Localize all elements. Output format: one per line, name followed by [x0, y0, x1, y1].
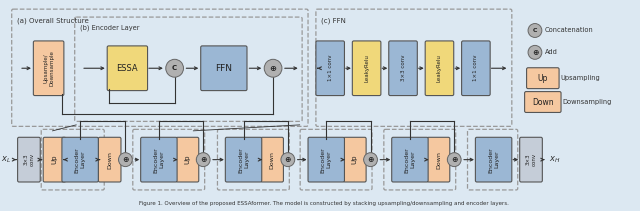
Text: FFN: FFN	[215, 64, 232, 73]
Text: ⊕: ⊕	[269, 64, 276, 73]
FancyBboxPatch shape	[308, 137, 344, 182]
Text: Down: Down	[107, 151, 112, 169]
Text: LeakyRelu: LeakyRelu	[437, 54, 442, 82]
Circle shape	[528, 45, 542, 59]
FancyBboxPatch shape	[33, 41, 64, 96]
Text: Up: Up	[52, 155, 58, 164]
FancyBboxPatch shape	[525, 92, 561, 112]
Text: (b) Encoder Layer: (b) Encoder Layer	[80, 24, 140, 31]
Text: 3×3
conv: 3×3 conv	[525, 153, 536, 166]
Text: Up: Up	[352, 155, 358, 164]
FancyBboxPatch shape	[527, 68, 559, 89]
Text: ⊕: ⊕	[451, 155, 458, 164]
FancyBboxPatch shape	[201, 46, 247, 91]
Text: (a) Overall Structure: (a) Overall Structure	[17, 18, 89, 24]
Text: Down: Down	[436, 151, 441, 169]
Text: Add: Add	[545, 49, 557, 55]
FancyBboxPatch shape	[344, 137, 366, 182]
FancyBboxPatch shape	[392, 137, 428, 182]
FancyBboxPatch shape	[99, 137, 121, 182]
FancyBboxPatch shape	[176, 137, 199, 182]
FancyBboxPatch shape	[388, 41, 417, 96]
Text: C: C	[172, 65, 177, 71]
FancyBboxPatch shape	[225, 137, 262, 182]
Text: Concatenation: Concatenation	[545, 27, 593, 34]
Text: Encoder
Layer: Encoder Layer	[154, 147, 164, 173]
Text: ⊕: ⊕	[367, 155, 374, 164]
Circle shape	[528, 24, 542, 37]
FancyBboxPatch shape	[44, 137, 66, 182]
Text: C: C	[532, 28, 537, 33]
Circle shape	[166, 59, 184, 77]
FancyBboxPatch shape	[141, 137, 177, 182]
Text: 3×3
conv: 3×3 conv	[24, 153, 35, 166]
Text: Encoder
Layer: Encoder Layer	[321, 147, 332, 173]
Text: Upsample/
Downsample: Upsample/ Downsample	[44, 50, 54, 86]
Text: Down: Down	[532, 97, 554, 107]
Text: ⊕: ⊕	[122, 155, 129, 164]
Text: LeakyRelu: LeakyRelu	[364, 54, 369, 82]
FancyBboxPatch shape	[62, 137, 99, 182]
Circle shape	[264, 59, 282, 77]
Text: Encoder
Layer: Encoder Layer	[238, 147, 249, 173]
FancyBboxPatch shape	[107, 46, 148, 91]
Circle shape	[364, 153, 378, 167]
FancyBboxPatch shape	[316, 41, 344, 96]
Text: ⊕: ⊕	[285, 155, 291, 164]
Text: Upsampling: Upsampling	[561, 75, 600, 81]
Text: Down: Down	[269, 151, 275, 169]
FancyBboxPatch shape	[18, 137, 40, 182]
Text: Encoder
Layer: Encoder Layer	[404, 147, 415, 173]
Circle shape	[447, 153, 461, 167]
Text: Encoder
Layer: Encoder Layer	[488, 147, 499, 173]
Text: 1×1 conv: 1×1 conv	[328, 55, 333, 81]
Text: Encoder
Layer: Encoder Layer	[75, 147, 86, 173]
Text: $x_H$: $x_H$	[548, 154, 560, 165]
Text: (c) FFN: (c) FFN	[321, 18, 346, 24]
FancyBboxPatch shape	[461, 41, 490, 96]
Text: ⊕: ⊕	[200, 155, 206, 164]
Text: 3×3 conv: 3×3 conv	[401, 55, 406, 81]
FancyBboxPatch shape	[476, 137, 512, 182]
Circle shape	[196, 153, 210, 167]
Text: ESSA: ESSA	[116, 64, 138, 73]
Text: 1×1 conv: 1×1 conv	[474, 55, 478, 81]
FancyBboxPatch shape	[425, 41, 454, 96]
FancyBboxPatch shape	[427, 137, 450, 182]
FancyBboxPatch shape	[260, 137, 284, 182]
Circle shape	[118, 153, 132, 167]
Text: Figure 1. Overview of the proposed ESSAformer. The model is constructed by stack: Figure 1. Overview of the proposed ESSAf…	[140, 201, 509, 206]
FancyBboxPatch shape	[520, 137, 542, 182]
Text: Downsampling: Downsampling	[563, 99, 612, 105]
Text: Up: Up	[184, 155, 191, 164]
Text: $x_L$: $x_L$	[1, 154, 12, 165]
Text: ⊕: ⊕	[532, 48, 538, 57]
Text: Up: Up	[538, 74, 548, 83]
FancyBboxPatch shape	[353, 41, 381, 96]
Circle shape	[281, 153, 295, 167]
